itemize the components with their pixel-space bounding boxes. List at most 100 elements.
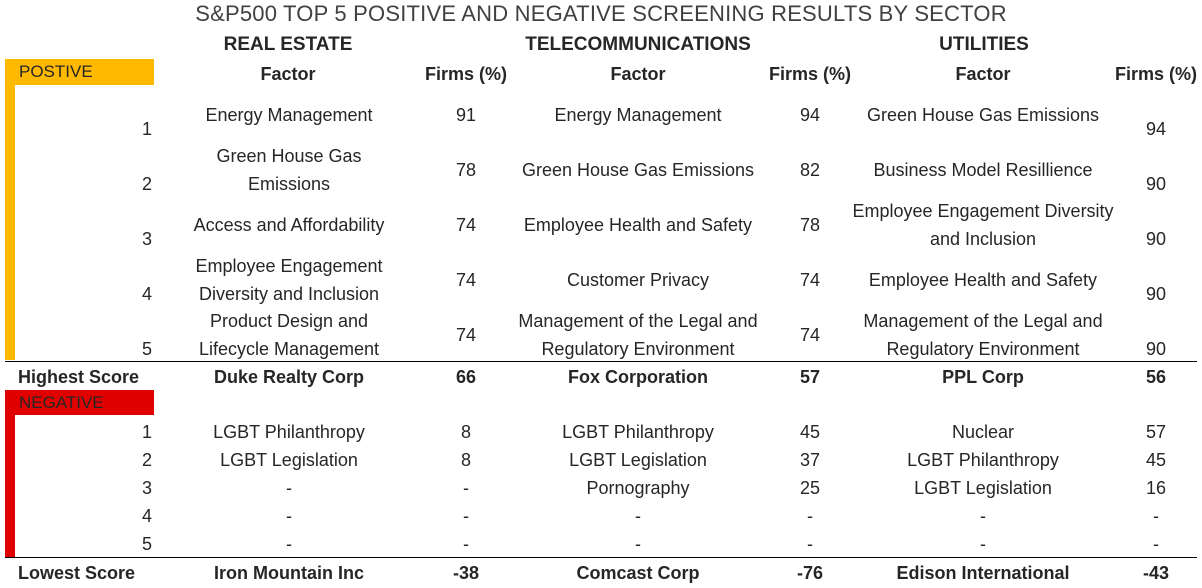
positive-factor-real-estate: Employee Engagement Diversity and Inclus… [195, 255, 383, 304]
negative-factor-real-estate: - [286, 534, 292, 554]
negative-rank: 2 [141, 450, 152, 470]
positive-factor-real-estate: Product Design and Lifecycle Management [198, 310, 380, 359]
highest-company-real-estate: Duke Realty Corp [213, 366, 365, 387]
negative-firms-telecommunications: 25 [799, 478, 821, 498]
negative-firms-real-estate: - [463, 534, 469, 554]
factor-header-utilities: Factor [955, 64, 1011, 84]
positive-factor-telecommunications: Green House Gas Emissions [521, 159, 755, 180]
negative-firms-utilities: 57 [1145, 422, 1167, 442]
positive-firms-telecommunications: 82 [799, 159, 821, 180]
positive-firms-telecommunications: 74 [799, 324, 821, 345]
negative-factor-telecommunications: - [635, 534, 641, 554]
highest-score-telecommunications: 57 [799, 366, 821, 387]
positive-firms-real-estate: 74 [455, 269, 477, 290]
lowest-company-utilities: Edison International [896, 562, 1070, 583]
negative-firms-telecommunications: 45 [799, 422, 821, 442]
lowest-score-utilities: -43 [1142, 562, 1169, 583]
negative-factor-utilities: - [980, 534, 986, 554]
lowest-company-telecommunications: Comcast Corp [576, 562, 700, 583]
negative-factor-utilities: LGBT Legislation [914, 478, 1052, 498]
positive-firms-utilities: 90 [1145, 339, 1167, 359]
negative-rank: 1 [141, 422, 152, 442]
positive-factor-utilities: Business Model Resillience [873, 159, 1093, 180]
negative-factor-real-estate: LGBT Philanthropy [213, 422, 365, 442]
negative-factor-telecommunications: LGBT Legislation [569, 450, 707, 470]
positive-rank: 2 [141, 174, 152, 194]
positive-firms-real-estate: 91 [455, 104, 477, 125]
highest-score-real-estate: 66 [455, 366, 477, 387]
positive-factor-real-estate: Green House Gas Emissions [216, 145, 362, 194]
negative-factor-real-estate: - [286, 478, 292, 498]
positive-firms-real-estate: 74 [455, 214, 477, 235]
positive-firms-utilities: 90 [1145, 229, 1167, 249]
highest-score-label: Highest Score [18, 366, 140, 387]
positive-factor-telecommunications: Employee Health and Safety [523, 214, 753, 235]
positive-firms-real-estate: 78 [455, 159, 477, 180]
lowest-score-real-estate: -38 [452, 562, 479, 583]
negative-accent-bar [5, 415, 15, 557]
positive-factor-telecommunications: Management of the Legal and Regulatory E… [518, 310, 758, 359]
firms-header-telecommunications: Firms (%) [768, 64, 851, 84]
factor-header-telecommunications: Factor [610, 64, 666, 84]
positive-rank: 5 [141, 339, 152, 359]
positive-firms-real-estate: 74 [455, 324, 477, 345]
firms-header-utilities: Firms (%) [1114, 64, 1197, 84]
page-title: S&P500 TOP 5 POSITIVE AND NEGATIVE SCREE… [195, 1, 1007, 26]
positive-factor-telecommunications: Energy Management [554, 104, 722, 125]
negative-factor-telecommunications: - [635, 506, 641, 526]
sector-heading-utilities: UTILITIES [939, 34, 1029, 55]
positive-firms-utilities: 90 [1145, 174, 1167, 194]
highest-company-telecommunications: Fox Corporation [568, 366, 708, 387]
negative-firms-utilities: - [1153, 506, 1159, 526]
positive-factor-real-estate: Access and Affordability [193, 214, 385, 235]
negative-rank: 5 [141, 534, 152, 554]
highest-score-utilities: 56 [1145, 366, 1167, 387]
lowest-company-real-estate: Iron Mountain Inc [214, 562, 364, 583]
negative-label: NEGATIVE [5, 390, 154, 415]
positive-firms-telecommunications: 74 [799, 269, 821, 290]
negative-rank: 4 [141, 506, 152, 526]
positive-firms-telecommunications: 94 [799, 104, 821, 125]
positive-factor-utilities: Green House Gas Emissions [866, 104, 1100, 125]
positive-rank: 3 [141, 229, 152, 249]
negative-firms-real-estate: - [463, 478, 469, 498]
sector-heading-telecommunications: TELECOMMUNICATIONS [525, 34, 751, 55]
positive-label: POSTIVE [5, 59, 154, 85]
sector-heading-real-estate: REAL ESTATE [223, 34, 353, 55]
positive-factor-utilities: Employee Engagement Diversity and Inclus… [852, 200, 1114, 249]
positive-rank: 4 [141, 284, 152, 304]
negative-firms-telecommunications: - [807, 506, 813, 526]
negative-firms-real-estate: 8 [460, 450, 471, 470]
divider-above-lowest [5, 557, 1197, 558]
positive-firms-utilities: 90 [1145, 284, 1167, 304]
negative-firms-real-estate: 8 [460, 422, 471, 442]
highest-company-utilities: PPL Corp [942, 366, 1024, 387]
negative-factor-utilities: Nuclear [951, 422, 1015, 442]
positive-accent-bar [5, 85, 15, 360]
negative-firms-telecommunications: - [807, 534, 813, 554]
factor-header-real-estate: Factor [260, 64, 316, 84]
positive-firms-utilities: 94 [1145, 119, 1167, 139]
negative-firms-telecommunications: 37 [799, 450, 821, 470]
lowest-score-label: Lowest Score [18, 562, 136, 583]
negative-firms-utilities: - [1153, 534, 1159, 554]
negative-firms-real-estate: - [463, 506, 469, 526]
lowest-score-telecommunications: -76 [796, 562, 823, 583]
divider-above-highest [5, 361, 1197, 362]
firms-header-real-estate: Firms (%) [424, 64, 507, 84]
negative-factor-telecommunications: Pornography [586, 478, 690, 498]
positive-rank: 1 [141, 119, 152, 139]
positive-factor-utilities: Employee Health and Safety [868, 269, 1098, 290]
positive-factor-real-estate: Energy Management [205, 104, 373, 125]
positive-factor-telecommunications: Customer Privacy [566, 269, 710, 290]
negative-factor-telecommunications: LGBT Philanthropy [562, 422, 714, 442]
negative-factor-utilities: LGBT Philanthropy [907, 450, 1059, 470]
negative-firms-utilities: 45 [1145, 450, 1167, 470]
negative-rank: 3 [141, 478, 152, 498]
negative-factor-real-estate: - [286, 506, 292, 526]
negative-firms-utilities: 16 [1145, 478, 1167, 498]
negative-factor-real-estate: LGBT Legislation [220, 450, 358, 470]
positive-firms-telecommunications: 78 [799, 214, 821, 235]
negative-factor-utilities: - [980, 506, 986, 526]
positive-factor-utilities: Management of the Legal and Regulatory E… [863, 310, 1103, 359]
